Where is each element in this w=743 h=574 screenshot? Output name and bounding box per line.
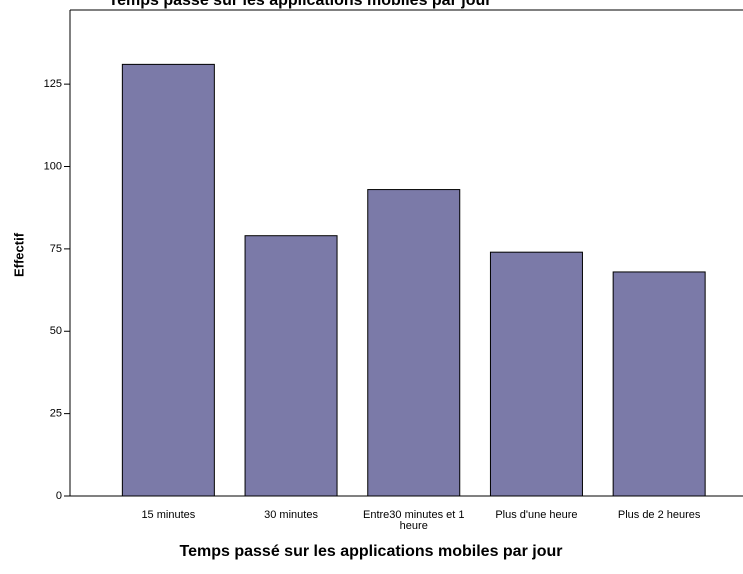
y-tick-label: 100 [44,160,62,172]
bar [489,251,583,497]
x-tick-label: 30 minutes [264,509,318,521]
x-axis-label: Temps passé sur les applications mobiles… [180,543,563,560]
bar [367,189,461,497]
x-tick-label: Plus de 2 heures [617,509,701,521]
y-tick-label: 0 [56,490,62,502]
y-tick-label: 125 [44,78,62,90]
x-tick-label: Entre30 minutes et 1 heure [362,509,465,532]
bar [244,235,338,497]
bar [612,271,706,497]
x-tick-label: 15 minutes [141,509,196,521]
y-tick-label: 50 [50,325,62,337]
x-tick-label: Plus d'une heure [495,509,578,521]
chart-title: Temps passé sur les applications mobiles… [109,0,492,9]
y-axis-label: Effectif [11,232,26,277]
bar [121,63,215,497]
y-tick-label: 25 [50,408,62,420]
y-tick-label: 75 [50,243,62,255]
